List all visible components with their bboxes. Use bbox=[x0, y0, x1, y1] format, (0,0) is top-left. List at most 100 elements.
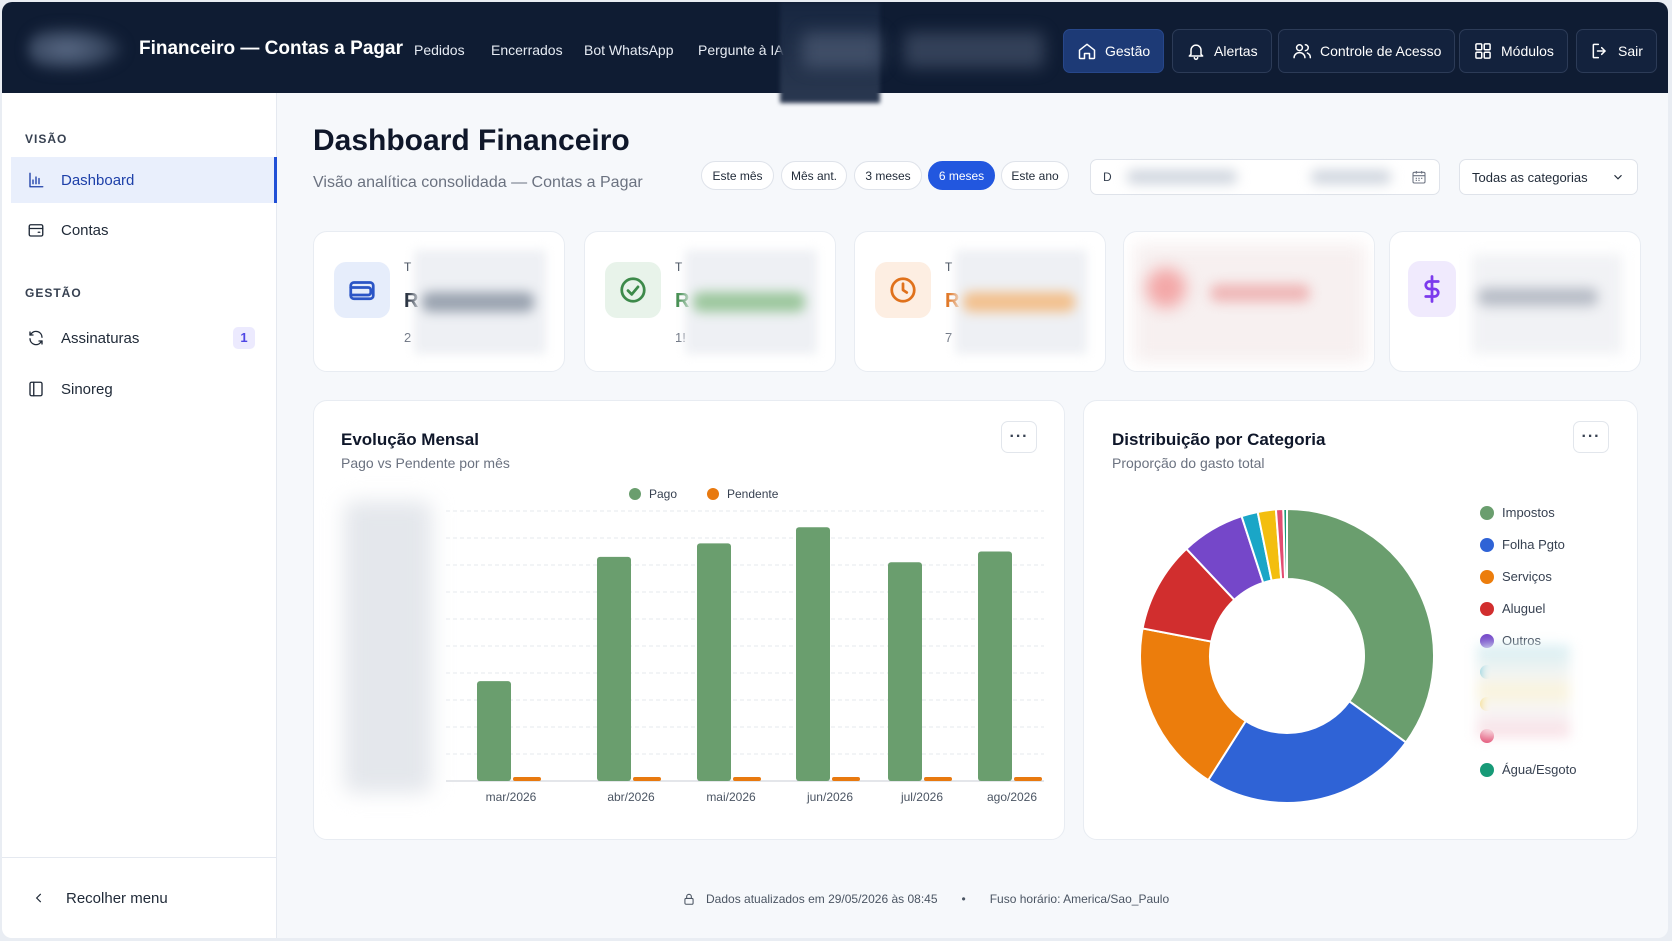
more-options-button[interactable]: ··· bbox=[1001, 421, 1037, 453]
nav-bot-whatsapp[interactable]: Bot WhatsApp bbox=[584, 42, 674, 58]
alertas-label: Alertas bbox=[1214, 43, 1258, 59]
user-name-blurred bbox=[904, 32, 1044, 68]
sidebar-item-contas[interactable]: Contas bbox=[11, 207, 277, 253]
x-tick-label: mai/2026 bbox=[706, 790, 756, 804]
category-select-value: Todas as categorias bbox=[1472, 169, 1588, 185]
legend-pago: Pago bbox=[629, 487, 677, 501]
bar-pago[interactable] bbox=[978, 551, 1012, 782]
lock-icon bbox=[684, 893, 694, 905]
pie-legend-item: Outros bbox=[1480, 633, 1541, 648]
x-tick-label: mar/2026 bbox=[486, 790, 537, 804]
bar-pendente[interactable] bbox=[513, 776, 541, 781]
pie-slice[interactable] bbox=[1282, 507, 1288, 581]
check-circle-icon bbox=[605, 262, 661, 318]
pie-slice[interactable] bbox=[1206, 699, 1408, 804]
filter-chip-3-meses[interactable]: 3 meses bbox=[854, 161, 922, 190]
pie-slice[interactable] bbox=[1286, 507, 1435, 744]
bell-icon bbox=[1188, 44, 1204, 61]
kpi-card-total: T R 2 bbox=[313, 231, 565, 372]
assinaturas-count-badge: 1 bbox=[233, 327, 255, 349]
sidebar-item-dashboard[interactable]: Dashboard bbox=[11, 157, 277, 203]
grid-icon bbox=[1475, 43, 1491, 59]
bar-pago[interactable] bbox=[477, 681, 511, 781]
footer-separator: • bbox=[961, 892, 966, 906]
y-axis-redacted bbox=[344, 501, 432, 793]
panel-title: Distribuição por Categoria bbox=[1112, 430, 1326, 449]
filter-chip-6-meses[interactable]: 6 meses bbox=[928, 161, 995, 190]
legend-swatch bbox=[1480, 601, 1494, 616]
alertas-button[interactable]: Alertas bbox=[1172, 29, 1272, 73]
date-range-text: D bbox=[1103, 170, 1112, 184]
bar-pendente[interactable] bbox=[733, 776, 761, 781]
date-start-blurred bbox=[1127, 170, 1237, 184]
kpi-redacted bbox=[955, 250, 1087, 354]
bar-pago[interactable] bbox=[796, 527, 830, 781]
bar-pendente[interactable] bbox=[633, 776, 661, 781]
sidebar: VISÃO Dashboard Contas GESTÃO Assinatura… bbox=[2, 93, 277, 938]
controle-acesso-button[interactable]: Controle de Acesso bbox=[1278, 29, 1456, 73]
sidebar-item-sinoreg[interactable]: Sinoreg bbox=[11, 366, 277, 412]
bar-pago[interactable] bbox=[697, 543, 731, 781]
distribuicao-panel: Distribuição por Categoria Proporção do … bbox=[1083, 400, 1638, 840]
nav-pedidos[interactable]: Pedidos bbox=[414, 42, 465, 58]
bar-pendente[interactable] bbox=[1014, 776, 1042, 781]
nav-item-blurred[interactable] bbox=[802, 32, 882, 68]
bar-pendente[interactable] bbox=[924, 776, 952, 781]
sidebar-item-label: Contas bbox=[61, 221, 109, 239]
date-end-blurred bbox=[1311, 170, 1391, 184]
calendar-icon bbox=[1412, 171, 1426, 184]
pie-legend-item: Aluguel bbox=[1480, 601, 1545, 616]
kpi-label: T bbox=[945, 260, 953, 274]
filter-chip-este-ano[interactable]: Este ano bbox=[1001, 161, 1069, 190]
wallet-icon bbox=[334, 262, 390, 318]
kpi-redacted bbox=[414, 250, 546, 354]
x-tick-label: ago/2026 bbox=[987, 790, 1037, 804]
date-range-input[interactable]: D bbox=[1090, 159, 1440, 195]
app-title: Financeiro — Contas a Pagar bbox=[139, 38, 403, 59]
nav-pergunte-ia[interactable]: Pergunte à IA bbox=[698, 42, 784, 58]
sidebar-item-assinaturas[interactable]: Assinaturas 1 bbox=[11, 315, 277, 361]
chevron-down-icon bbox=[1614, 174, 1622, 180]
nav-encerrados[interactable]: Encerrados bbox=[491, 42, 563, 58]
pie-slice[interactable] bbox=[1139, 627, 1248, 782]
x-tick-label: jun/2026 bbox=[806, 790, 853, 804]
legend-label: Impostos bbox=[1502, 505, 1555, 520]
legend-swatch bbox=[1480, 569, 1494, 584]
legend-swatch bbox=[1480, 762, 1494, 777]
kpi-card-valor bbox=[1389, 231, 1641, 372]
controle-acesso-label: Controle de Acesso bbox=[1320, 43, 1442, 59]
kpi-redacted bbox=[685, 250, 817, 354]
category-select[interactable]: Todas as categorias bbox=[1459, 159, 1638, 195]
legend-label: Serviços bbox=[1502, 569, 1552, 584]
logout-icon bbox=[1592, 43, 1606, 59]
pie-legend-item: Impostos bbox=[1480, 505, 1555, 520]
sair-button[interactable]: Sair bbox=[1576, 29, 1657, 73]
bar-pago[interactable] bbox=[888, 562, 922, 781]
legend-label: Outros bbox=[1502, 633, 1542, 648]
collapse-menu-button[interactable]: Recolher menu bbox=[2, 857, 277, 938]
sair-label: Sair bbox=[1618, 43, 1643, 59]
legend-label: Aluguel bbox=[1502, 601, 1546, 616]
sidebar-item-label: Sinoreg bbox=[61, 380, 113, 398]
timezone-text: Fuso horário: America/Sao_Paulo bbox=[989, 892, 1170, 906]
gestao-button[interactable]: Gestão bbox=[1063, 29, 1165, 73]
gestao-label: Gestão bbox=[1105, 43, 1151, 59]
collapse-menu-label: Recolher menu bbox=[66, 889, 168, 907]
nav-dropdown-blurred bbox=[780, 2, 880, 103]
pie-legend-item: Folha Pgto bbox=[1480, 537, 1565, 552]
kpi-footnote: 7 bbox=[945, 330, 953, 345]
bar-pendente[interactable] bbox=[832, 776, 860, 781]
legend-label: Pago bbox=[649, 487, 678, 501]
section-gestao: GESTÃO bbox=[25, 286, 82, 300]
legend-label: Pendente bbox=[727, 487, 779, 501]
filter-chip-mes-ant[interactable]: Mês ant. bbox=[781, 161, 847, 190]
users-icon bbox=[1293, 44, 1312, 59]
logo[interactable] bbox=[28, 26, 124, 72]
distribuicao-donut-chart bbox=[1139, 507, 1435, 804]
more-options-button[interactable]: ··· bbox=[1573, 421, 1609, 453]
filter-chip-este-mes[interactable]: Este mês bbox=[701, 161, 774, 190]
bar-pago[interactable] bbox=[597, 556, 631, 781]
modulos-button[interactable]: Módulos bbox=[1459, 29, 1568, 73]
legend-label: Água/Esgoto bbox=[1502, 762, 1577, 777]
